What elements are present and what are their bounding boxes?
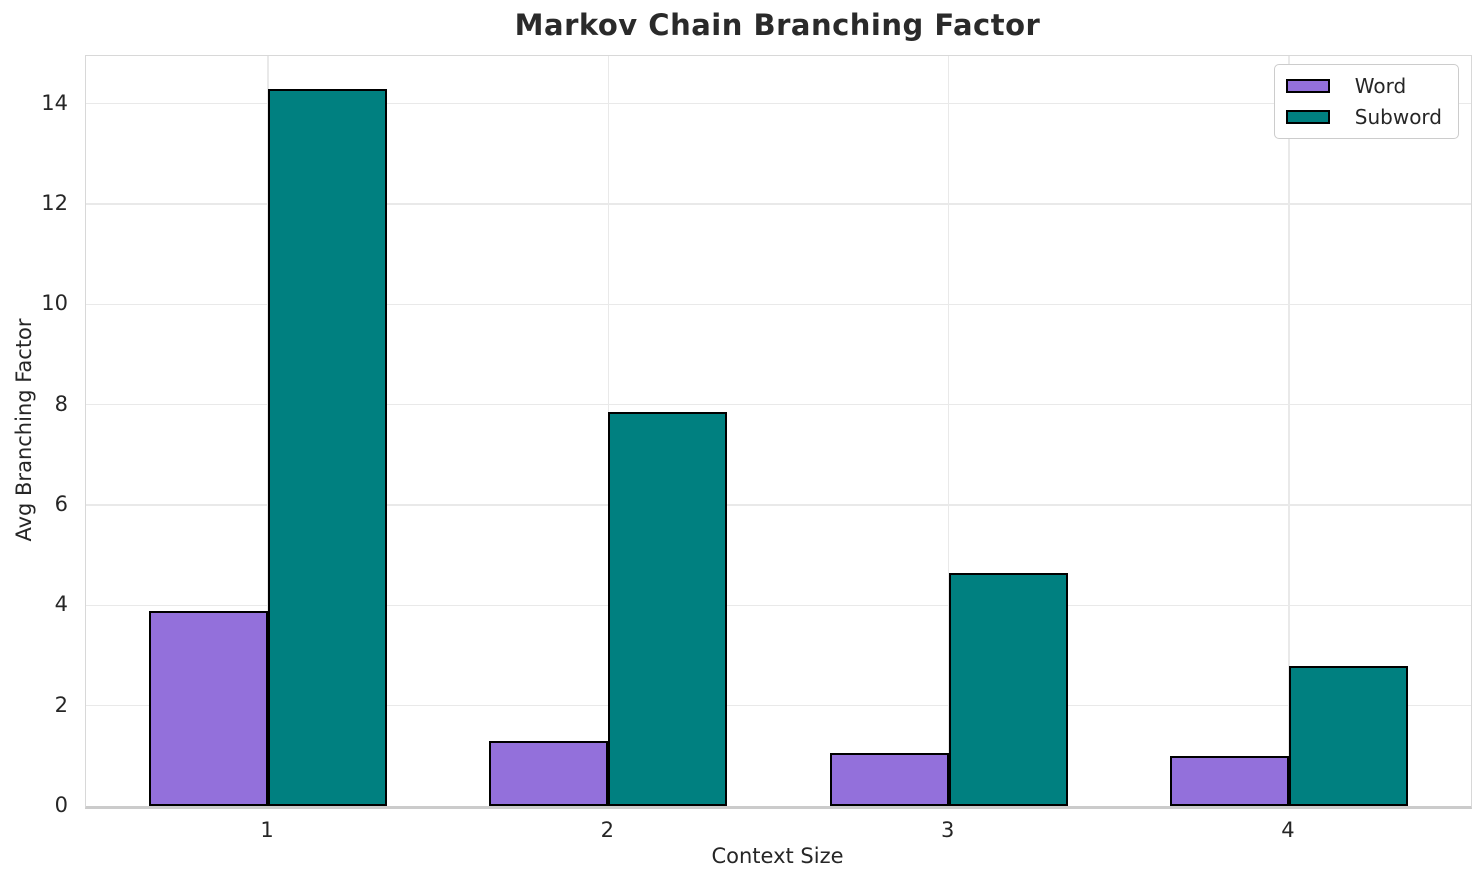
x-tick-label: 3 [940,818,955,842]
bar-word-context-2 [489,740,609,806]
x-tick-label: 1 [260,818,274,842]
plot-area: Word Subword [85,55,1472,809]
bar-subword-context-2 [608,412,728,806]
y-tick-label: 2 [54,692,68,717]
bar-word-context-3 [829,753,949,806]
v-gridline [1288,56,1290,806]
v-gridline [947,56,950,806]
y-tick-label: 0 [54,793,68,817]
bar-word-context-4 [1169,755,1289,806]
h-gridline [86,203,1471,205]
y-tick-label: 12 [41,190,68,215]
legend-label: Subword [1354,105,1442,129]
h-gridline [86,604,1471,607]
h-gridline [86,102,1471,105]
h-gridline [86,403,1471,406]
chart-title: Markov Chain Branching Factor [514,8,1041,42]
legend-swatch-word [1285,79,1330,93]
legend-swatch-subword [1285,110,1330,124]
legend-item-subword: Subword [1285,105,1442,129]
bar-word-context-1 [148,611,269,806]
y-tick-label: 6 [54,491,68,516]
y-tick-label: 14 [41,90,68,115]
bar-subword-context-4 [1288,665,1409,806]
bar-subword-context-3 [948,572,1068,806]
legend: Word Subword [1273,64,1459,139]
bar-subword-context-1 [268,88,388,806]
y-tick-label: 4 [54,592,68,617]
y-tick-label: 8 [54,391,68,416]
h-gridline [86,704,1471,707]
h-gridline [86,504,1471,506]
x-tick-label: 2 [600,818,615,842]
legend-label: Word [1354,74,1407,98]
legend-item-word: Word [1285,74,1442,98]
y-tick-label: 10 [41,291,68,316]
x-tick-label: 4 [1281,818,1295,842]
h-gridline [86,303,1471,306]
x-axis-label: Context Size [711,844,844,868]
